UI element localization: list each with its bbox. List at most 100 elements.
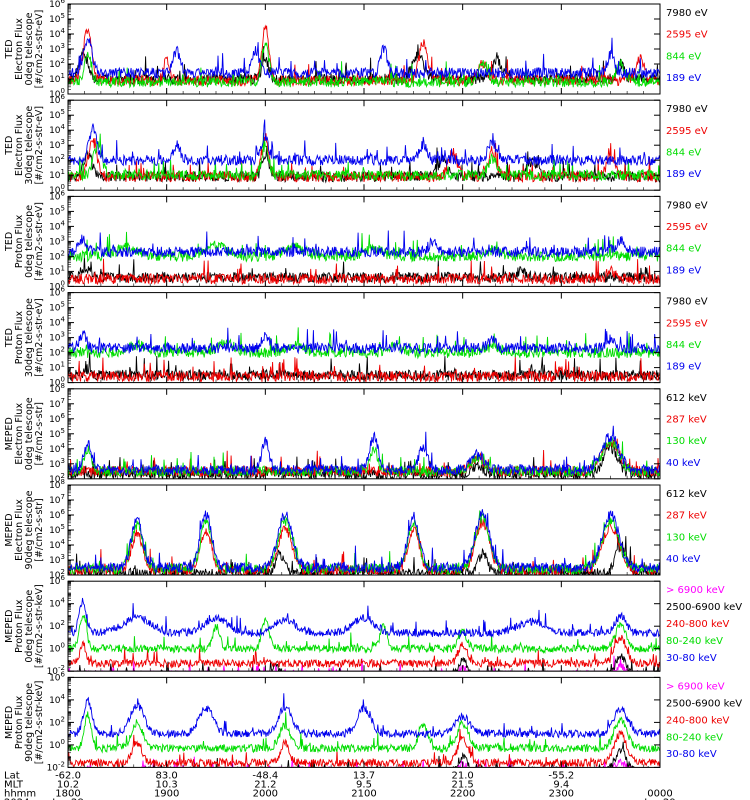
series-line-green — [68, 327, 660, 360]
y-tick-exponent: 5 — [61, 301, 65, 309]
y-tick-exponent: 4 — [61, 316, 66, 324]
legend-entry: 7980 eV — [666, 8, 708, 19]
y-tick-exponent: 3 — [61, 553, 65, 561]
series-line-blue — [68, 230, 660, 259]
legend-entry: 189 eV — [666, 265, 701, 276]
y-tick-exponent: 6 — [61, 189, 66, 197]
y-axis-label-line: MEPED — [4, 610, 15, 643]
y-tick-exponent: 2 — [61, 715, 65, 723]
y-axis-label-line: [#/cm2-s-str-eV] — [34, 10, 45, 89]
y-tick-exponent: 3 — [61, 138, 65, 146]
series-line-red — [68, 24, 660, 88]
y-tick-label: 102 — [49, 619, 65, 632]
y-tick-exponent: 1 — [61, 264, 65, 272]
y-tick-exponent: 5 — [61, 523, 65, 531]
legend-entry: 2595 eV — [666, 30, 708, 41]
y-tick-label: 105 — [49, 108, 65, 121]
legend-entry: 189 eV — [666, 73, 701, 84]
y-tick-exponent: 3 — [61, 234, 65, 242]
y-tick-exponent: 4 — [61, 219, 66, 227]
y-tick-label: 104 — [49, 693, 65, 706]
x-tick-date: Jun 29 — [643, 797, 676, 800]
legend-entry: 7980 eV — [666, 200, 708, 211]
x-tick-mlt: 10.3 — [156, 779, 178, 790]
series-line-blue — [68, 693, 660, 739]
x-tick-hhmm: 2100 — [351, 788, 376, 799]
y-tick-exponent: 2 — [61, 472, 65, 480]
y-tick-exponent: 3 — [61, 331, 65, 339]
legend-entry: > 6900 keV — [666, 681, 725, 692]
y-axis-label-line: [#/cm2-s-str-keV] — [34, 584, 45, 668]
y-axis-label-line: 90deg telescope — [24, 490, 35, 569]
x-tick-hhmm: 1900 — [154, 788, 179, 799]
y-axis-label-line: TED — [4, 39, 15, 59]
y-axis-label-line: Electron Flux — [14, 499, 25, 561]
y-tick-exponent: 2 — [61, 153, 65, 161]
y-tick-label: 104 — [49, 316, 65, 329]
legend-entry: 2500-6900 keV — [666, 698, 742, 709]
y-tick-exponent: 0 — [61, 376, 65, 384]
y-tick-exponent: 8 — [61, 382, 65, 390]
y-axis-label: MEPEDElectron Flux0deg telescope[#/cm2-s… — [4, 397, 45, 470]
y-tick-label: 102 — [49, 346, 65, 359]
y-tick-label: 103 — [49, 138, 65, 151]
legend-entry: 2595 eV — [666, 222, 708, 233]
x-tick-hhmm: 2300 — [549, 788, 574, 799]
y-tick-label: 103 — [49, 42, 65, 55]
series-line-green — [68, 231, 660, 264]
legend-entry: 30-80 keV — [666, 749, 717, 760]
series-line-blue — [68, 37, 660, 80]
legend-entry: 40 keV — [666, 554, 700, 565]
legend-entry: 287 keV — [666, 414, 707, 425]
y-axis-label: MEPEDProton Flux0deg telescope[#/cm2-s-s… — [4, 584, 45, 668]
y-tick-exponent: -2 — [58, 760, 65, 768]
legend-entry: 40 keV — [666, 458, 700, 469]
legend-entry: 2595 eV — [666, 318, 708, 329]
legend-entry: 7980 eV — [666, 297, 708, 308]
legend-entry: 7980 eV — [666, 104, 708, 115]
y-tick-exponent: 4 — [61, 538, 66, 546]
x-tick-lat: -48.4 — [252, 770, 278, 781]
panel-traces — [68, 230, 660, 286]
y-tick-exponent: 3 — [61, 457, 65, 465]
y-tick-exponent: 0 — [61, 183, 65, 191]
y-tick-exponent: 2 — [61, 346, 65, 354]
y-tick-exponent: 7 — [61, 397, 65, 405]
series-line-red — [68, 258, 660, 286]
series-line-red — [68, 634, 660, 669]
x-tick-hhmm: 2200 — [450, 788, 475, 799]
y-tick-label: 106 — [49, 508, 65, 521]
y-tick-exponent: 2 — [61, 568, 65, 576]
y-tick-label: 104 — [49, 27, 65, 40]
y-axis-label-line: 0deg telescope — [24, 590, 35, 663]
y-tick-exponent: 2 — [61, 57, 65, 65]
x-tick-lat: 13.7 — [353, 770, 375, 781]
y-tick-exponent: 4 — [61, 442, 66, 450]
y-axis-label-line: TED — [4, 232, 15, 252]
y-axis-label: TEDProton Flux30deg telescope[#/cm2-s-st… — [4, 298, 45, 377]
y-axis-label-line: 30deg telescope — [24, 106, 35, 185]
y-tick-label: 102 — [49, 153, 65, 166]
x-tick-hhmm: 0000 — [647, 788, 672, 799]
y-tick-label: 103 — [49, 331, 65, 344]
legend-entry: 30-80 keV — [666, 653, 717, 664]
x-row-label: 2024 — [4, 797, 29, 800]
y-tick-exponent: 5 — [61, 108, 65, 116]
series-line-blue — [68, 597, 660, 639]
y-axis-label-line: 30deg telescope — [24, 298, 35, 377]
y-tick-label: 106 — [49, 412, 65, 425]
legend-entry: 612 keV — [666, 489, 707, 500]
y-tick-label: 102 — [49, 57, 65, 70]
panel-traces — [68, 24, 660, 89]
x-row-label: Lat — [4, 770, 20, 781]
y-tick-label: 101 — [49, 168, 65, 181]
y-tick-label: 103 — [49, 553, 65, 566]
y-tick-label: 104 — [49, 597, 65, 610]
legend-entry: 844 eV — [666, 340, 701, 351]
x-tick-mlt: 10.2 — [57, 779, 79, 790]
x-tick-date: Jun 28 — [51, 797, 84, 800]
